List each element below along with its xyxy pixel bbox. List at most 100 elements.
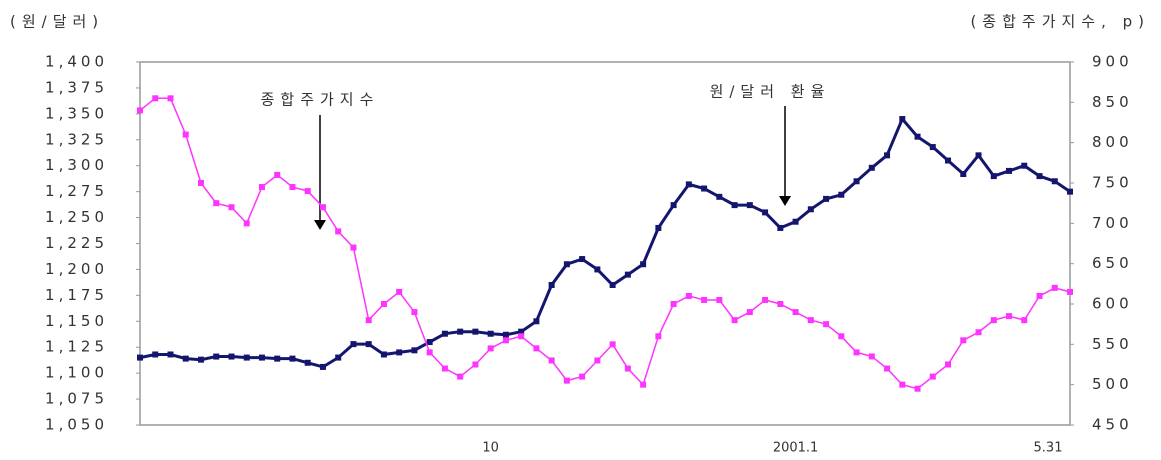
point-marker — [258, 354, 265, 361]
point-marker — [1006, 167, 1013, 174]
point-marker — [487, 330, 494, 337]
point-marker — [884, 365, 891, 372]
point-marker — [380, 351, 387, 358]
point-marker — [762, 209, 769, 216]
point-marker — [548, 357, 555, 364]
point-marker — [868, 353, 875, 360]
point-marker — [533, 318, 540, 325]
y-tick-label: 1,325 — [45, 130, 108, 148]
point-marker — [502, 337, 509, 344]
point-marker — [441, 365, 448, 372]
point-marker — [350, 341, 357, 348]
x-tick-label: 10 — [482, 441, 499, 456]
point-marker — [533, 345, 540, 352]
point-marker — [701, 185, 708, 192]
y2-axis-title: (종합주가지수, p) — [970, 13, 1150, 31]
point-marker — [990, 173, 997, 180]
point-marker — [1051, 284, 1058, 291]
point-marker — [426, 349, 433, 356]
point-marker — [609, 281, 616, 288]
point-marker — [929, 144, 936, 151]
point-marker — [853, 349, 860, 356]
y2-tick-label: 850 — [1092, 93, 1133, 111]
arrow-head — [314, 220, 326, 230]
series-line — [139, 116, 1071, 369]
point-marker — [213, 200, 220, 207]
y-tick-label: 1,200 — [45, 260, 108, 278]
point-marker — [411, 347, 418, 354]
point-marker — [609, 341, 616, 348]
y-tick-label: 1,275 — [45, 182, 108, 200]
plot-frame — [139, 61, 1071, 426]
point-marker — [563, 261, 570, 268]
point-marker — [441, 330, 448, 337]
point-marker — [716, 193, 723, 200]
y2-tick-label: 450 — [1092, 416, 1133, 434]
y-tick-label: 1,075 — [45, 390, 108, 408]
point-marker — [274, 171, 281, 178]
point-marker — [457, 373, 464, 380]
point-marker — [838, 333, 845, 340]
point-marker — [960, 337, 967, 344]
point-marker — [304, 359, 311, 366]
point-marker — [868, 164, 875, 171]
point-marker — [823, 321, 830, 328]
point-marker — [335, 228, 342, 235]
point-marker — [579, 373, 586, 380]
point-marker — [457, 328, 464, 335]
point-marker — [624, 271, 631, 278]
point-marker — [929, 373, 936, 380]
point-marker — [884, 152, 891, 159]
point-marker — [1036, 292, 1043, 299]
point-marker — [792, 309, 799, 316]
point-marker — [243, 220, 250, 227]
y-tick-label: 1,225 — [45, 234, 108, 252]
point-marker — [167, 95, 174, 102]
y-tick-label: 1,350 — [45, 104, 108, 122]
point-marker — [182, 355, 189, 362]
point-marker — [472, 361, 479, 368]
point-marker — [426, 339, 433, 346]
point-marker — [350, 244, 357, 251]
point-marker — [807, 317, 814, 324]
point-marker — [899, 116, 906, 123]
point-marker — [228, 353, 235, 360]
point-marker — [777, 301, 784, 307]
point-marker — [640, 261, 647, 268]
y-tick-label: 1,250 — [45, 208, 108, 226]
point-marker — [853, 178, 860, 185]
point-marker — [777, 224, 784, 231]
point-marker — [289, 355, 296, 362]
point-marker — [228, 204, 235, 211]
point-marker — [396, 288, 403, 295]
point-marker — [1006, 313, 1013, 320]
point-marker — [685, 292, 692, 299]
arrow-head — [779, 196, 791, 206]
point-marker — [899, 381, 906, 388]
point-marker — [152, 351, 159, 358]
point-marker — [197, 356, 204, 363]
point-marker — [518, 333, 525, 340]
point-marker — [487, 345, 494, 352]
point-marker — [167, 351, 174, 358]
x-tick-label: 2001.1 — [773, 441, 819, 456]
point-marker — [319, 204, 326, 211]
y-tick-label: 1,400 — [45, 53, 108, 71]
point-marker — [624, 365, 631, 372]
point-marker — [137, 107, 143, 114]
point-marker — [197, 180, 204, 186]
point-marker — [945, 157, 952, 164]
point-marker — [1036, 173, 1043, 180]
point-marker — [670, 301, 677, 307]
point-marker — [655, 333, 662, 340]
point-marker — [807, 206, 814, 213]
point-marker — [365, 341, 372, 348]
annotation: 원/달러 환율 — [710, 83, 831, 101]
point-marker — [823, 195, 830, 202]
series-line — [139, 97, 1071, 390]
y2-tick-label: 800 — [1092, 133, 1133, 151]
point-marker — [411, 309, 418, 316]
y-tick-label: 1,375 — [45, 78, 108, 96]
point-marker — [792, 218, 799, 225]
